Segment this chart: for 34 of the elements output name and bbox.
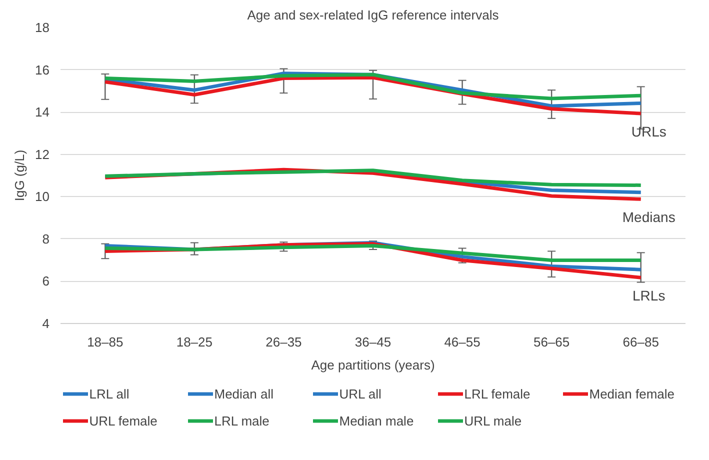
y-tick-label: 18 <box>35 20 50 35</box>
y-tick-label: 10 <box>35 189 50 204</box>
annotation: Medians <box>622 209 676 226</box>
legend-label: URL male <box>464 414 522 428</box>
legend-label: LRL all <box>89 386 130 402</box>
line-series <box>103 72 643 100</box>
x-tick-label: 66–85 <box>622 334 659 350</box>
line-series <box>103 76 643 116</box>
legend-label: Median all <box>214 386 274 402</box>
annotation: URLs <box>631 124 666 140</box>
line-series <box>103 168 643 187</box>
x-tick-label: 18–85 <box>87 334 124 350</box>
y-tick-label: 6 <box>42 274 50 289</box>
legend-label: URL all <box>339 386 382 402</box>
x-tick-label: 26–35 <box>266 334 302 350</box>
x-tick-label: 36–45 <box>354 334 392 350</box>
legend-label: URL female <box>89 414 158 428</box>
legend-label: LRL female <box>464 386 530 402</box>
x-tick-label: 18–25 <box>176 334 213 350</box>
y-tick-label: 4 <box>42 316 50 331</box>
annotation: LRLs <box>632 288 666 304</box>
y-axis-title: IgG (g/L) <box>12 150 28 202</box>
y-tick-label: 16 <box>35 62 50 78</box>
legend-label: Median male <box>339 414 414 428</box>
legend-label: LRL male <box>214 414 270 428</box>
x-tick-label: 46–55 <box>444 334 480 350</box>
y-tick-label: 8 <box>42 231 50 246</box>
chart-title: Age and sex-related IgG reference intervals <box>247 8 500 22</box>
legend-label: Median female <box>589 386 675 402</box>
y-tick-label: 14 <box>35 104 50 120</box>
line-series <box>103 244 643 262</box>
x-axis-title: Age partitions (years) <box>311 358 435 372</box>
x-tick-label: 56–65 <box>533 334 570 350</box>
y-tick-label: 12 <box>35 146 50 162</box>
